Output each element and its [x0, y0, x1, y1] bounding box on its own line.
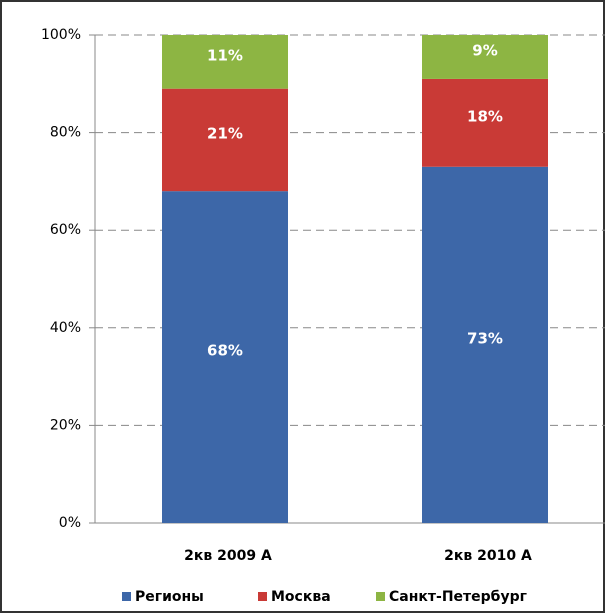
x-tick-label: 2кв 2010 А	[444, 548, 532, 564]
value-label: 68%	[207, 342, 243, 360]
legend-label: Санкт-Петербург	[389, 589, 527, 605]
legend-label: Москва	[271, 589, 331, 605]
value-label: 18%	[467, 107, 503, 125]
legend-swatch	[258, 592, 267, 601]
bar-segment	[422, 78, 548, 167]
value-label: 21%	[207, 124, 243, 142]
legend-label: Регионы	[135, 589, 204, 605]
y-tick-label: 100%	[41, 27, 81, 43]
legend-swatch	[376, 592, 385, 601]
value-label: 73%	[467, 329, 503, 347]
bar-segment	[162, 35, 288, 89]
y-tick-label: 60%	[50, 222, 81, 238]
value-label: 9%	[472, 41, 497, 59]
y-tick-label: 40%	[50, 320, 81, 336]
bar-segment	[422, 35, 548, 79]
bar-segment	[162, 88, 288, 192]
x-tick-label: 2кв 2009 А	[184, 548, 272, 564]
bar-segment	[162, 191, 288, 523]
bar-segment	[422, 166, 548, 523]
legend-swatch	[122, 592, 131, 601]
y-tick-label: 0%	[59, 515, 81, 531]
y-tick-label: 80%	[50, 125, 81, 141]
y-tick-label: 20%	[50, 417, 81, 433]
value-label: 11%	[207, 46, 243, 64]
